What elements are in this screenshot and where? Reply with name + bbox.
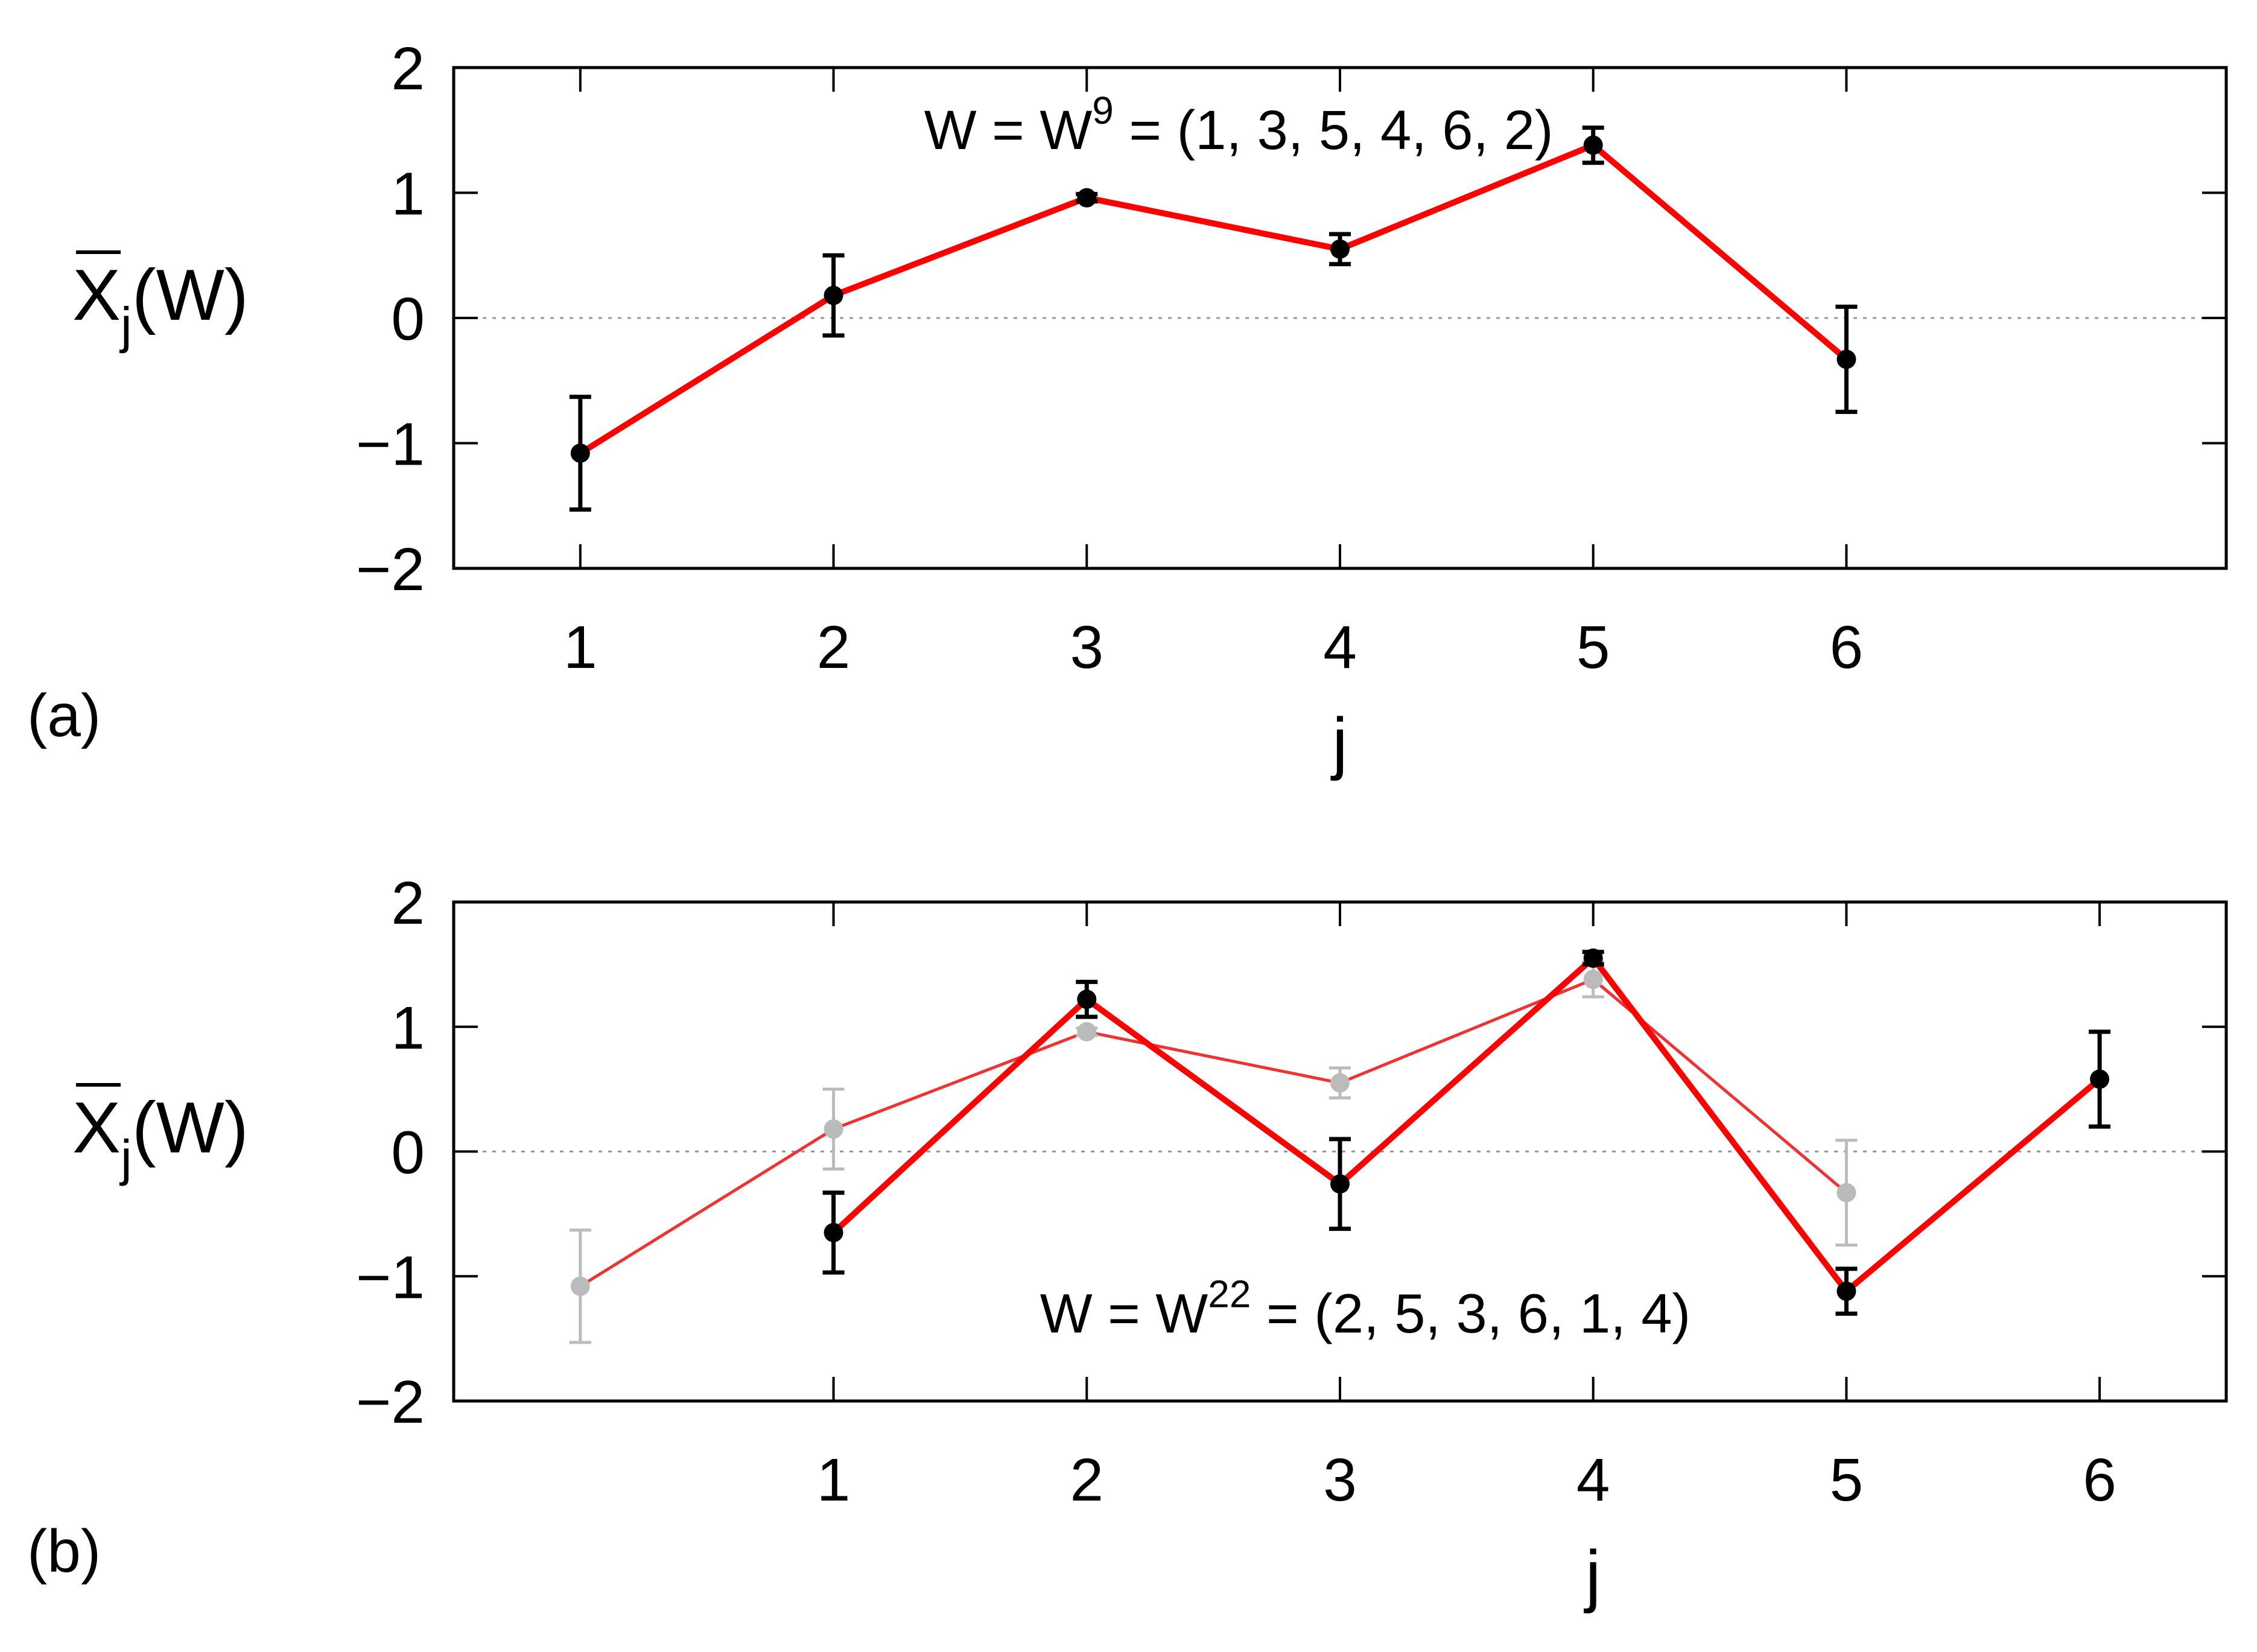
x-tick-label: 5: [1576, 614, 1610, 681]
x-tick-label: 2: [817, 614, 851, 681]
panel-letter: (b): [27, 1517, 101, 1585]
y-tick-label: −1: [356, 1244, 425, 1311]
x-tick-label: 4: [1576, 1446, 1610, 1514]
x-tick-label: 5: [1830, 1446, 1864, 1514]
y-axis-label: Xj(W): [72, 1087, 249, 1186]
y-axis-label: Xj(W): [72, 255, 249, 354]
data-point: [1836, 349, 1856, 369]
x-axis-label: j: [1330, 704, 1348, 781]
x-tick-label: 2: [1070, 1446, 1103, 1514]
reference-data-point: [824, 1119, 843, 1139]
data-point: [1836, 1282, 1856, 1301]
data-point: [2090, 1069, 2110, 1089]
panel-letter: (a): [27, 682, 101, 749]
x-tick-label: 3: [1323, 1446, 1357, 1514]
y-tick-label: 2: [391, 869, 425, 937]
reference-data-point: [1330, 1073, 1350, 1093]
x-tick-label: 1: [817, 1446, 851, 1514]
y-tick-label: 1: [391, 160, 425, 228]
x-tick-label: 6: [2083, 1446, 2116, 1514]
data-point: [1330, 1174, 1350, 1194]
reference-data-point: [1077, 1022, 1097, 1042]
y-tick-label: 1: [391, 994, 425, 1062]
data-point: [570, 443, 590, 463]
y-tick-label: −1: [356, 411, 425, 478]
x-axis-label: j: [1584, 1537, 1601, 1614]
data-point: [1330, 239, 1350, 259]
data-point: [824, 285, 843, 305]
reference-data-point: [1583, 970, 1603, 990]
y-tick-label: 0: [391, 285, 425, 353]
x-tick-label: 4: [1323, 614, 1357, 681]
reference-series-line: [579, 977, 1848, 1288]
annotation: W = W9 = (1, 3, 5, 4, 6, 2): [924, 89, 1554, 161]
data-point: [1077, 990, 1097, 1009]
annotation: W = W22 = (2, 5, 3, 6, 1, 4): [1040, 1272, 1690, 1344]
data-point: [1583, 135, 1603, 155]
panel-a: −2 −1 0 1 2 1 2 3 4 5 6 j Xj(W) (a) W = W9 = (1, 3, 5,…: [27, 35, 2228, 781]
reference-data-point: [570, 1276, 590, 1296]
y-tick-label: 0: [391, 1119, 425, 1187]
y-tick-label: 2: [391, 35, 425, 103]
reference-data-point: [1836, 1183, 1856, 1202]
x-tick-label: 3: [1070, 614, 1103, 681]
y-tick-label: −2: [356, 536, 425, 603]
x-tick-label: 1: [563, 614, 597, 681]
data-point: [1077, 188, 1097, 208]
series-line: [579, 142, 1849, 456]
panel-b: −2 −1 0 1 2 1 2 3 4 5 6 j Xj(W) (b) W = W22 = (2, 5, 3…: [27, 869, 2228, 1614]
series-line: [831, 955, 2102, 1295]
data-point: [824, 1222, 843, 1242]
data-point: [1583, 948, 1603, 968]
x-tick-label: 6: [1830, 614, 1864, 681]
y-tick-label: −2: [356, 1368, 425, 1436]
